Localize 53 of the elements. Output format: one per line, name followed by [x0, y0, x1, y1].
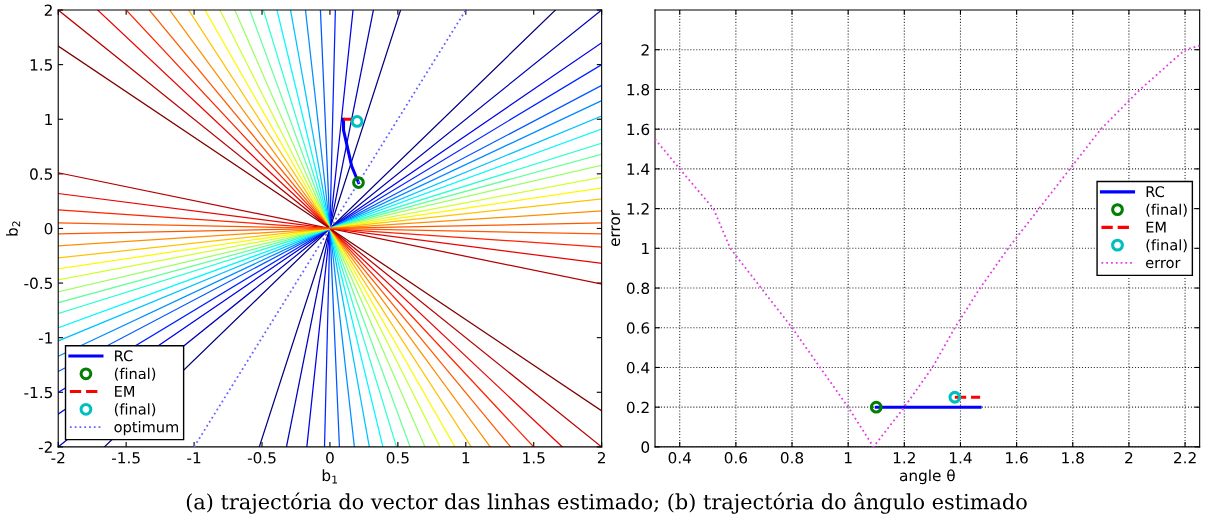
x-tick-label: 1 — [462, 452, 470, 464]
x-tick-label: 1.5 — [523, 452, 545, 464]
x-tick-label: 0 — [326, 452, 334, 464]
x-tick-label: 1.8 — [1062, 452, 1084, 464]
legend-label: error — [1146, 259, 1181, 269]
y-tick-label: -2 — [38, 441, 52, 453]
text: (a) trajectória do vector das linhas estimado; (b) trajectória do ângulo estimado — [186, 492, 1027, 514]
x-tick-label: 2.2 — [1174, 452, 1196, 464]
x-tick-label: 1.4 — [950, 452, 972, 464]
y-tick-label: -0.5 — [24, 277, 53, 290]
x-tick-label: 1 — [844, 452, 852, 464]
x-tick-label: -1 — [187, 452, 201, 464]
legend-label: EM — [115, 386, 135, 397]
y-tick-label: 1 — [45, 113, 52, 126]
y-axis-title: error — [611, 209, 621, 247]
y-tick-label: 1.4 — [627, 163, 650, 175]
y-tick-label: 0.5 — [30, 168, 53, 180]
legend-label: (final) — [114, 403, 156, 417]
x-tick-label: 1.2 — [893, 452, 915, 464]
x-tick-label: 0.4 — [668, 452, 692, 464]
y-tick-label: 1.6 — [627, 123, 650, 136]
legend-label: (final) — [1146, 203, 1187, 217]
x-tick-label: 1.6 — [1006, 452, 1028, 464]
y-tick-label: 1.5 — [30, 59, 53, 71]
y-tick-label: 1 — [642, 242, 649, 255]
y-tick-label: 0 — [44, 222, 53, 235]
y-tick-label: 0.2 — [626, 401, 649, 414]
y-axis-title: b$_{2}$ — [5, 221, 21, 236]
y-tick-label: 0.4 — [626, 361, 650, 374]
x-tick-label: 2 — [597, 452, 605, 464]
legend-label: (final) — [114, 367, 156, 381]
y-tick-label: 0.8 — [626, 282, 650, 295]
legend-label: optimum — [114, 421, 179, 436]
x-tick-label: 0.5 — [386, 452, 409, 464]
legend-label: RC — [1146, 186, 1164, 198]
x-axis-title: angle θ — [899, 469, 955, 485]
x-tick-label: 0.8 — [780, 452, 804, 464]
x-tick-label: -1.5 — [112, 452, 140, 464]
legend-label: (final) — [1146, 239, 1187, 253]
y-tick-label: -1.5 — [24, 386, 53, 399]
y-tick-label: 0 — [641, 441, 650, 453]
x-tick-label: 2 — [1125, 452, 1133, 464]
y-tick-label: 2 — [641, 44, 649, 56]
legend-label: EM — [1146, 221, 1166, 233]
y-tick-label: 1.2 — [627, 203, 649, 215]
legend-label: RC — [115, 350, 133, 362]
y-tick-label: 0.6 — [626, 322, 650, 334]
y-tick-label: 1.8 — [627, 83, 650, 96]
y-tick-label: 2 — [44, 4, 52, 16]
x-tick-label: -0.5 — [247, 452, 276, 464]
x-axis-title: b$_{1}$ — [322, 469, 338, 484]
y-tick-label: -1 — [38, 332, 52, 344]
x-tick-label: 0.6 — [724, 452, 748, 464]
